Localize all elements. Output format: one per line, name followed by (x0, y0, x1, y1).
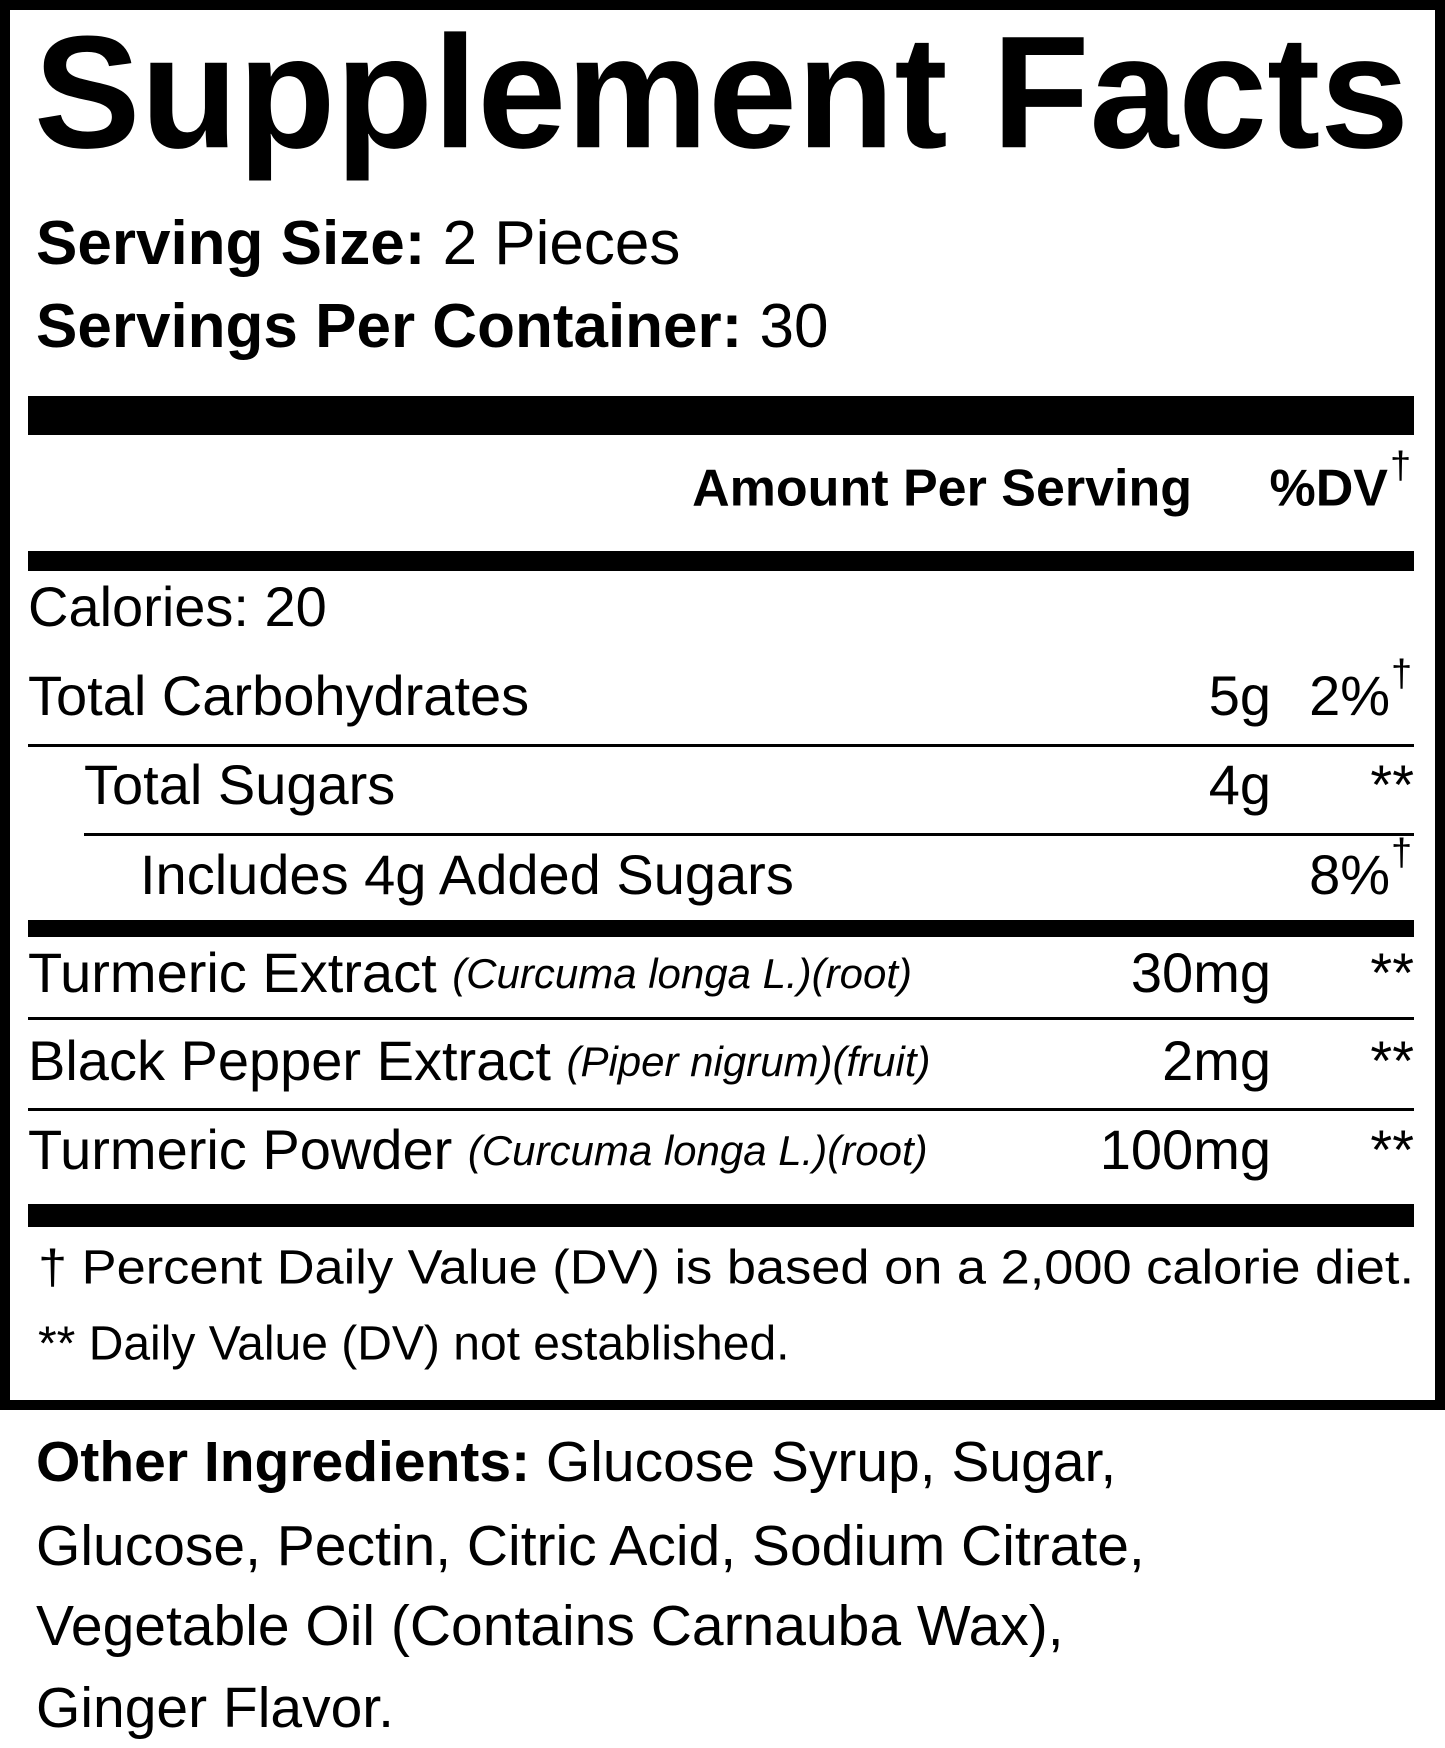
label-title: Supplement Facts (34, 2, 1409, 181)
dv-mark: † (1391, 653, 1412, 695)
nutrient-name: Calories: 20 (28, 575, 327, 638)
daily-value: 8% (1309, 843, 1390, 906)
nutrient-row: Total Carbohydrates (28, 664, 529, 727)
amount: 2mg (1162, 1029, 1271, 1092)
ingredients-line: Other Ingredients: Glucose Syrup, Sugar, (36, 1430, 1116, 1494)
amount: 5g (1209, 664, 1271, 727)
daily-value: ** (1370, 1118, 1414, 1181)
nutrient-source: (Curcuma longa L.)(root) (452, 950, 912, 997)
nutrient-name: Includes 4g Added Sugars (140, 843, 794, 906)
ingredients-line: Glucose, Pectin, Citric Acid, Sodium Cit… (36, 1514, 1145, 1578)
amount: 4g (1209, 753, 1271, 816)
servings-value: 30 (760, 292, 829, 361)
nutrient-source: (Curcuma longa L.)(root) (468, 1127, 928, 1174)
nutrient-row: Total Sugars (84, 753, 395, 816)
nutrient-name: Total Carbohydrates (28, 664, 529, 727)
rule (28, 1108, 1414, 1111)
amount-header: Amount Per Serving (692, 460, 1192, 518)
dv-mark: † (1391, 832, 1412, 874)
rule (28, 744, 1414, 747)
nutrient-name: Total Sugars (84, 753, 395, 816)
servings-label: Servings Per Container: (36, 292, 742, 361)
ingredients-text: Glucose Syrup, Sugar, (546, 1430, 1116, 1494)
serving-size-value: 2 Pieces (443, 209, 681, 278)
nutrient-name: Turmeric Powder (28, 1118, 452, 1181)
daily-value: 2% (1309, 664, 1390, 727)
nutrient-row: Includes 4g Added Sugars (140, 843, 794, 906)
nutrient-source: (Piper nigrum)(fruit) (566, 1038, 930, 1085)
rule (28, 1017, 1414, 1020)
thick-rule (28, 396, 1414, 435)
nutrient-name: Turmeric Extract (28, 941, 437, 1004)
ingredients-line: Ginger Flavor. (36, 1676, 394, 1740)
rule (28, 551, 1414, 571)
serving-size-label: Serving Size: (36, 209, 425, 278)
nutrient-name: Black Pepper Extract (28, 1029, 551, 1092)
dv-header: %DV (1270, 460, 1389, 518)
ingredients-line: Vegetable Oil (Contains Carnauba Wax), (36, 1594, 1064, 1658)
nutrient-row: Turmeric Extract (Curcuma longa L.)(root… (28, 941, 912, 1004)
daily-value: ** (1370, 753, 1414, 816)
serving-size: Serving Size: 2 Pieces (36, 209, 680, 278)
rule (28, 1204, 1414, 1227)
daily-value: ** (1370, 1029, 1414, 1092)
label-border (0, 0, 1445, 1410)
footnote: ** Daily Value (DV) not established. (38, 1318, 789, 1371)
servings-per-container: Servings Per Container: 30 (36, 292, 829, 361)
daily-value: ** (1370, 941, 1414, 1004)
amount: 30mg (1131, 941, 1271, 1004)
nutrient-row: Black Pepper Extract (Piper nigrum)(frui… (28, 1029, 931, 1092)
rule (84, 833, 1414, 836)
nutrient-row: Calories: 20 (28, 575, 327, 638)
footnote: † Percent Daily Value (DV) is based on a… (38, 1242, 1414, 1295)
nutrient-row: Turmeric Powder (Curcuma longa L.)(root) (28, 1118, 928, 1181)
rule (28, 920, 1414, 937)
dv-header-mark: † (1390, 445, 1411, 487)
ingredients-label: Other Ingredients: (36, 1430, 530, 1494)
amount: 100mg (1100, 1118, 1271, 1181)
